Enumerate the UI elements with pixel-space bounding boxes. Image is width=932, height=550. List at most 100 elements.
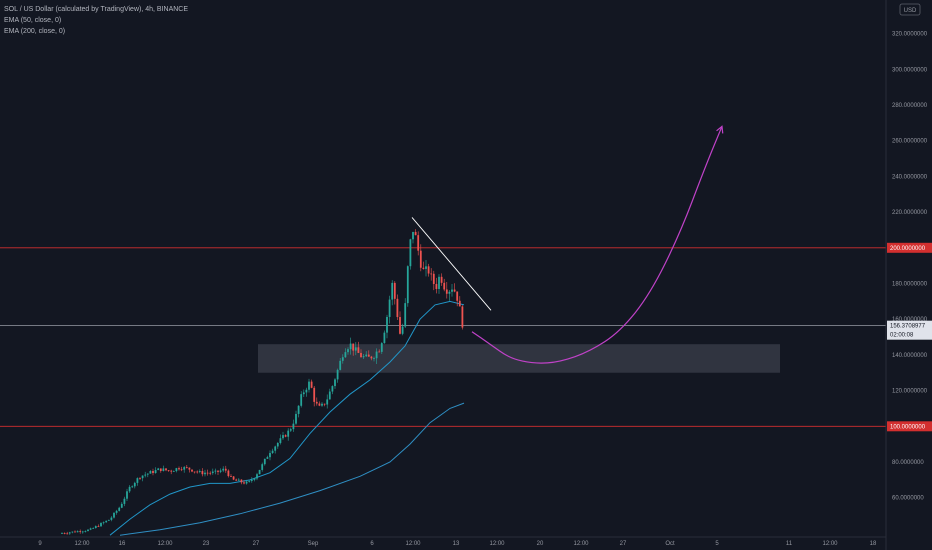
candle-body — [391, 282, 394, 300]
candle-body — [362, 356, 365, 358]
candle-body — [451, 289, 453, 292]
currency-button[interactable] — [899, 3, 921, 16]
candle-body — [339, 360, 342, 370]
candle-body — [63, 533, 66, 534]
candle-body — [102, 522, 105, 524]
support-zone[interactable] — [258, 344, 780, 373]
candle-body — [185, 467, 188, 468]
candle-body — [435, 283, 438, 289]
candle-body — [349, 343, 352, 350]
candle-body — [100, 523, 102, 527]
candle-body — [414, 231, 417, 236]
candle-body — [295, 413, 297, 424]
candle-body — [341, 357, 344, 361]
candle-body — [74, 531, 76, 533]
candle-body — [245, 481, 248, 484]
candle-body — [175, 468, 178, 472]
x-tick-label: 12:00 — [157, 541, 173, 547]
candle-body — [438, 276, 440, 289]
candle-body — [284, 435, 287, 437]
candle-body — [201, 471, 204, 475]
candle-body — [432, 273, 435, 284]
candle-body — [386, 316, 388, 333]
currency-label: USD — [904, 8, 917, 14]
candle-body — [443, 282, 446, 290]
candle-body — [136, 478, 139, 483]
last-price-tag — [887, 320, 932, 340]
candle-body — [393, 282, 396, 299]
candle-body — [370, 356, 373, 359]
candle-body — [383, 332, 386, 344]
candle-body — [412, 231, 414, 240]
candle-body — [266, 457, 269, 459]
candle-body — [396, 298, 399, 318]
candle-body — [204, 472, 206, 475]
descending-trendline[interactable] — [411, 217, 492, 311]
candle-body — [422, 267, 425, 269]
x-tick-label: 12:00 — [74, 541, 90, 547]
candle-body — [71, 531, 74, 533]
candle-body — [271, 450, 274, 454]
x-tick-label: 12:00 — [489, 541, 505, 547]
y-tick-label: 320.0000000 — [892, 32, 928, 38]
x-tick-label: 23 — [203, 541, 210, 547]
candle-body — [94, 526, 97, 529]
candle-body — [167, 470, 170, 472]
candle-body — [191, 469, 193, 472]
ema200-line[interactable] — [119, 402, 465, 536]
candle-body — [445, 289, 448, 294]
projection-arrow[interactable] — [471, 125, 723, 364]
last-price-label: 156.3708977 — [890, 324, 926, 330]
y-tick-label: 180.0000000 — [892, 282, 928, 288]
candle-body — [461, 306, 464, 328]
candle-body — [180, 469, 183, 471]
candle-body — [354, 347, 357, 351]
candle-body — [193, 471, 196, 473]
candle-body — [310, 381, 313, 388]
x-tick-label: 16 — [119, 541, 126, 547]
ema50-line[interactable] — [109, 300, 465, 536]
candle-body — [302, 392, 305, 395]
y-tick-label: 120.0000000 — [892, 389, 928, 395]
candle-body — [105, 520, 108, 523]
candle-body — [84, 531, 87, 532]
candle-body — [157, 468, 160, 471]
x-tick-label: 12:00 — [405, 541, 421, 547]
candle-body — [300, 394, 303, 406]
y-tick-label: 260.0000000 — [892, 139, 928, 145]
candle-body — [380, 343, 383, 352]
candle-body — [409, 239, 412, 267]
candle-body — [336, 369, 339, 380]
symbol-title[interactable]: SOL / US Dollar (calculated by TradingVi… — [4, 6, 189, 13]
candle-body — [248, 480, 251, 482]
candle-body — [198, 471, 201, 472]
candle-body — [178, 468, 180, 470]
candle-body — [323, 403, 326, 405]
candle-body — [313, 387, 316, 402]
candle-body — [115, 510, 118, 513]
candle-body — [256, 474, 258, 479]
candle-body — [282, 435, 284, 439]
ema50-legend[interactable]: EMA (50, close, 0) — [4, 17, 62, 24]
candle-body — [209, 472, 212, 474]
countdown-label: 02:00:08 — [890, 333, 914, 339]
candle-body — [97, 526, 100, 527]
candle-body — [92, 528, 95, 529]
x-tick-label: 13 — [453, 541, 460, 547]
candle-body — [425, 266, 427, 269]
candle-body — [456, 291, 459, 301]
candle-body — [107, 519, 110, 521]
candle-body — [206, 472, 209, 474]
candle-body — [183, 467, 186, 470]
x-tick-label: 20 — [537, 541, 544, 547]
candle-body — [131, 486, 134, 488]
candle-body — [373, 358, 375, 360]
candle-body — [318, 403, 321, 406]
candle-body — [388, 299, 391, 317]
ema200-legend[interactable]: EMA (200, close, 0) — [4, 28, 66, 35]
candle-body — [289, 429, 292, 431]
candle-body — [404, 303, 407, 327]
candle-body — [196, 471, 199, 473]
